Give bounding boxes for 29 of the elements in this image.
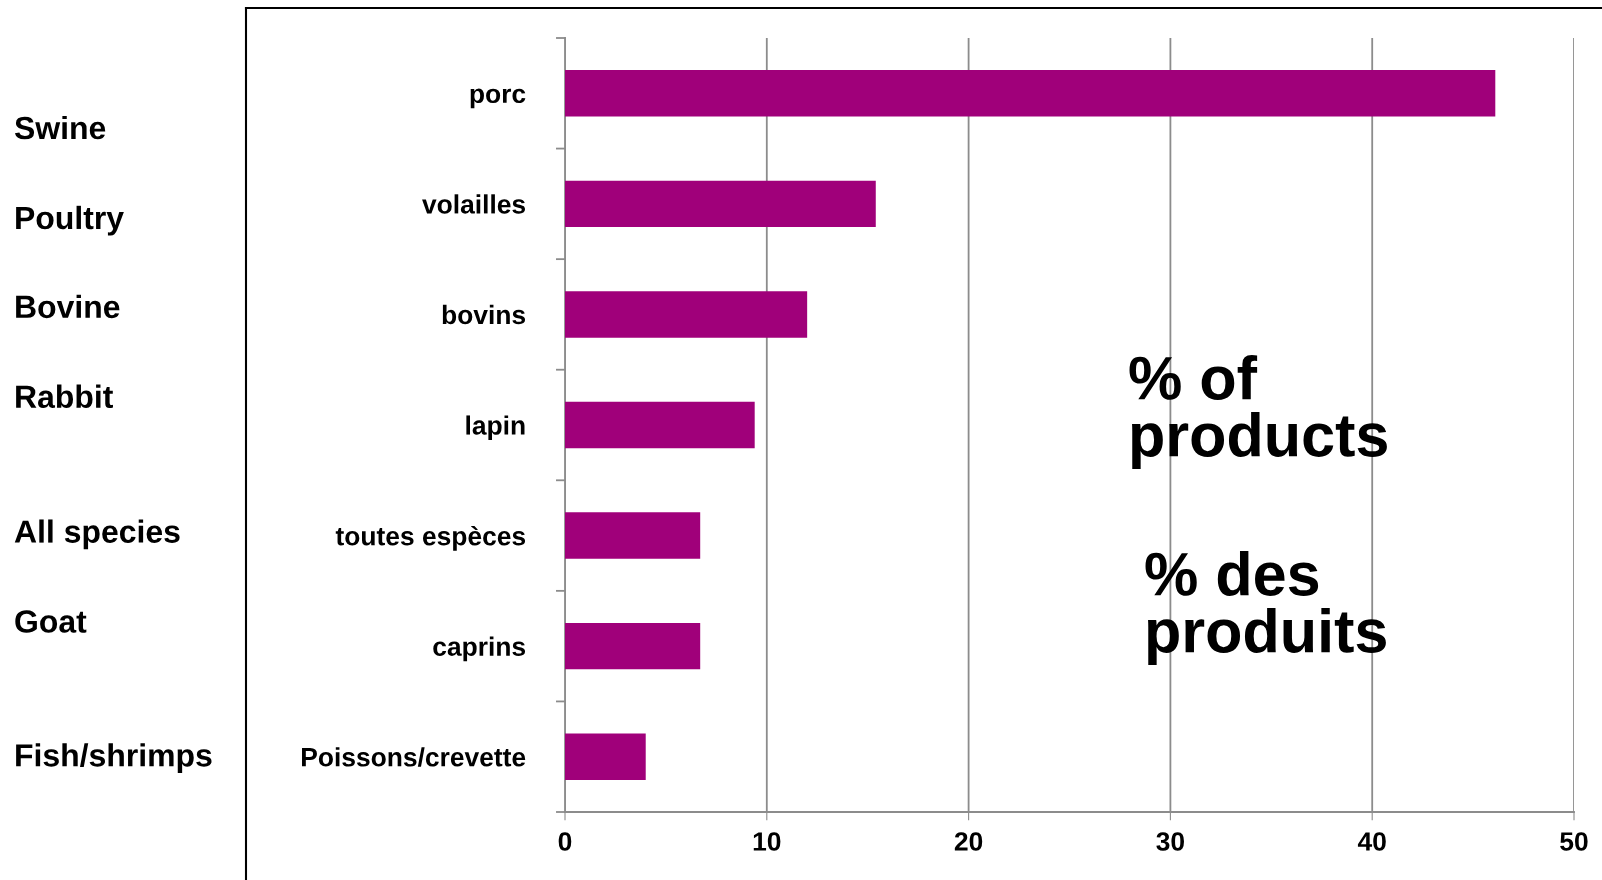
y-tick-label: porc bbox=[470, 88, 526, 109]
y-tick-label: bovins bbox=[442, 304, 526, 325]
bar bbox=[565, 401, 755, 449]
text: Swine bbox=[14, 115, 106, 140]
bar bbox=[565, 291, 808, 338]
bar bbox=[565, 180, 876, 228]
y-tick-label: toutes espèces bbox=[335, 525, 526, 551]
x-tick-label: 10 bbox=[753, 832, 781, 851]
text: Bovine bbox=[16, 294, 120, 319]
bar bbox=[565, 733, 646, 780]
x-tick-label: 30 bbox=[1156, 832, 1184, 851]
text: Goat bbox=[15, 610, 87, 633]
x-tick-label: 50 bbox=[1560, 832, 1588, 851]
y-tick-label: volailles bbox=[422, 194, 526, 214]
annotation: % des produits bbox=[1145, 551, 1386, 665]
y-tick-label: caprins bbox=[433, 636, 526, 662]
text: Fish/shrimps bbox=[16, 743, 212, 773]
x-tick-label: 0 bbox=[558, 832, 572, 851]
text: Rabbit bbox=[16, 384, 113, 409]
text: Poultry bbox=[16, 205, 124, 236]
annotation: % of products bbox=[1129, 355, 1387, 469]
x-tick-label: 20 bbox=[954, 832, 983, 851]
bar bbox=[565, 622, 701, 670]
y-tick-label: lapin bbox=[466, 415, 525, 441]
bar bbox=[565, 512, 701, 559]
y-tick-label: Poissons/crevette bbox=[302, 747, 526, 767]
x-tick-label: 40 bbox=[1357, 832, 1386, 851]
bar bbox=[565, 70, 1496, 117]
text: All species bbox=[14, 519, 180, 550]
